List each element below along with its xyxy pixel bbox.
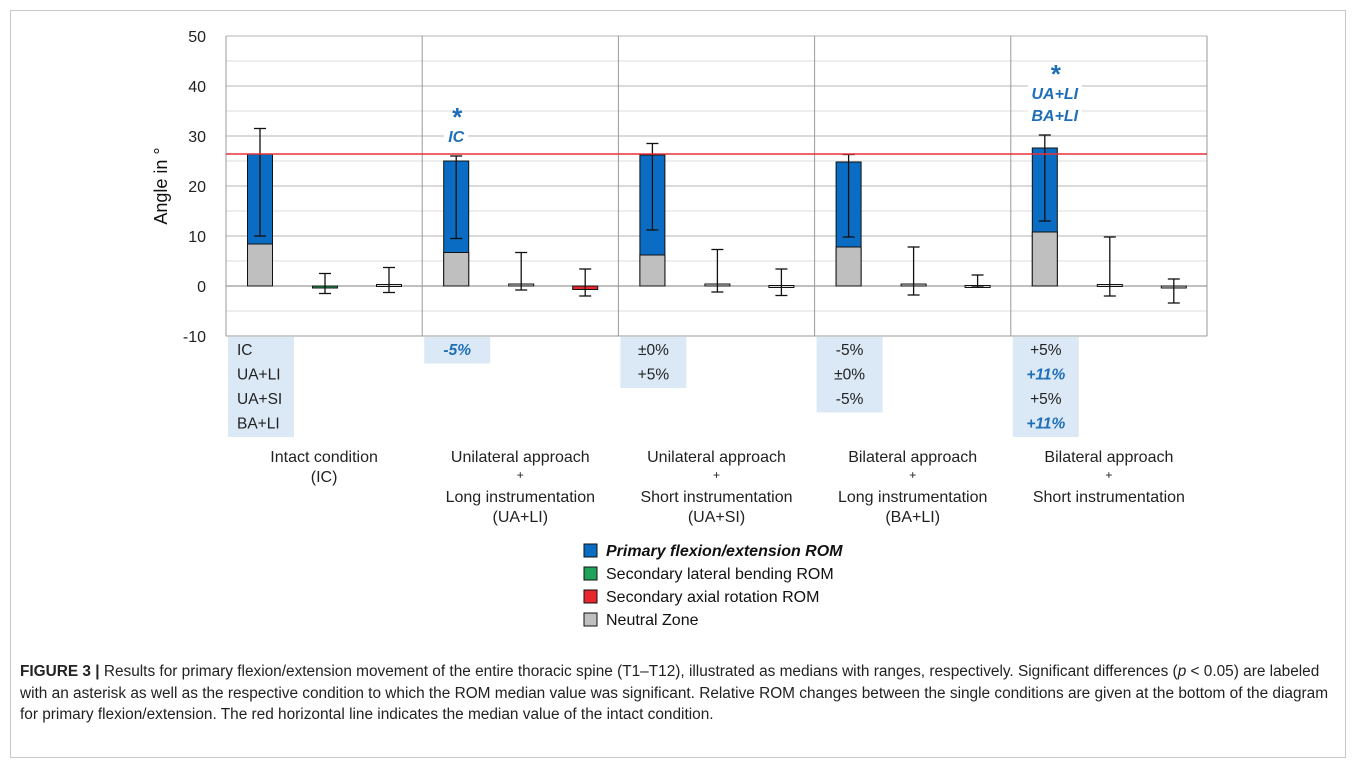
relative-change-value: +11%: [1026, 416, 1065, 433]
legend-label: Secondary axial rotation ROM: [606, 589, 819, 606]
relative-change-box: [424, 337, 491, 364]
legend-swatch: [583, 589, 598, 604]
group-label: Bilateral approach: [848, 449, 977, 466]
neutral-zone-bar: [247, 243, 273, 287]
caption-label: FIGURE 3 |: [20, 663, 100, 680]
figure-frame: [10, 10, 1346, 758]
relative-change-box: [620, 337, 687, 388]
relative-change-value: +5%: [638, 367, 670, 384]
relative-change-box: [816, 337, 883, 413]
y-tick-label: 0: [197, 279, 206, 296]
relative-change-value: -5%: [836, 342, 864, 359]
significance-label: UA+LI: [1031, 86, 1078, 103]
caption-text-2: < 0.05) are labeled with an asterisk as …: [20, 663, 1329, 723]
significance-asterisk: *: [1050, 59, 1062, 89]
y-tick-label: 10: [188, 229, 206, 246]
relative-change-value: -5%: [836, 391, 864, 408]
relative-change-value: ±0%: [834, 367, 865, 384]
group-label: Unilateral approach: [647, 449, 786, 466]
significance-label: IC: [448, 129, 464, 146]
legend-label: Secondary lateral bending ROM: [606, 566, 834, 583]
relative-change-row-label: BA+LI: [237, 416, 280, 433]
neutral-zone-bar: [639, 254, 666, 287]
relative-change-value: ±0%: [638, 342, 669, 359]
legend-swatch: [583, 566, 598, 581]
relative-change-value: +11%: [1026, 367, 1065, 384]
significance-label-bg: [1027, 105, 1082, 125]
y-tick-label: 40: [188, 79, 206, 96]
relative-change-value: -5%: [443, 342, 471, 359]
chart: -10 0 10 20 30 40 50 Angle in ° IC UA+LI UA+SI BA+L…: [151, 29, 1208, 629]
group-label: +: [909, 468, 916, 482]
caption-text-1: Results for primary flexion/extension mo…: [99, 663, 1178, 680]
figure-caption: FIGURE 3 | Results for primary flexion/e…: [20, 661, 1340, 726]
y-tick-label: 20: [188, 179, 206, 196]
group-label: Long instrumentation: [446, 489, 595, 506]
neutral-zone-bar: [443, 252, 470, 287]
significance-label-bg: [444, 126, 469, 146]
relative-change-box: [228, 337, 294, 437]
neutral-zone-bar: [1031, 231, 1058, 287]
relative-change-row-label: IC: [237, 342, 253, 359]
group-label: Long instrumentation: [838, 489, 987, 506]
group-label: Bilateral approach: [1044, 449, 1173, 466]
group-label: +: [1105, 468, 1112, 482]
significance-label: BA+LI: [1031, 108, 1078, 125]
significance-asterisk: *: [451, 102, 463, 132]
group-label: (BA+LI): [885, 509, 940, 526]
group-label: Unilateral approach: [451, 449, 590, 466]
group-label: (UA+LI): [493, 509, 549, 526]
group-label: (IC): [311, 469, 338, 486]
significance-label-bg: [1027, 83, 1082, 103]
group-label: (UA+SI): [688, 509, 745, 526]
y-tick-label: -10: [183, 329, 206, 346]
group-label: +: [517, 468, 524, 482]
relative-change-value: +5%: [1030, 342, 1062, 359]
y-tick-label: 50: [188, 29, 206, 46]
legend-label: Primary flexion/extension ROM: [606, 543, 843, 560]
relative-change-row-label: UA+LI: [237, 367, 281, 384]
group-label: Intact condition: [270, 449, 378, 466]
caption-p-symbol: p: [1177, 663, 1187, 680]
neutral-zone-bar: [835, 246, 862, 287]
legend-swatch: [583, 612, 598, 627]
relative-change-box: [1012, 337, 1079, 437]
relative-change-row-label: UA+SI: [237, 391, 282, 408]
legend-label: Neutral Zone: [606, 612, 699, 629]
group-label: +: [713, 468, 720, 482]
group-label: Short instrumentation: [640, 489, 792, 506]
y-tick-label: 30: [188, 129, 206, 146]
y-axis-label: Angle in °: [151, 147, 171, 224]
group-label: Short instrumentation: [1033, 489, 1185, 506]
legend-swatch: [583, 543, 598, 558]
relative-change-value: +5%: [1030, 391, 1062, 408]
